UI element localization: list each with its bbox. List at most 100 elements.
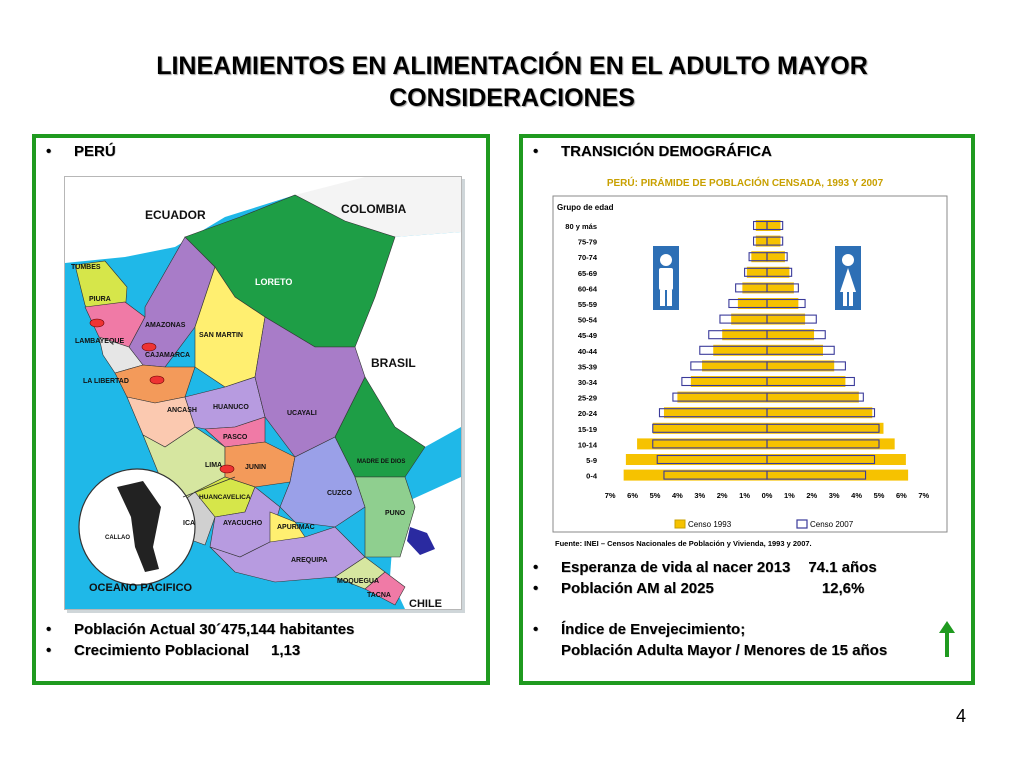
pyramid-svg: PERÚ: PIRÁMIDE DE POBLACIÓN CENSADA, 199… [552,176,948,548]
x-tick-label: 6% [627,491,638,500]
age-group-label: 25-29 [578,394,597,403]
x-tick-labels: 7% 6% 5% 4% 3% 2% 1% 0% 1% 2% 3% 4% 5% 6% 7% [605,491,930,500]
label-oceano-pacifico: OCEANO PACIFICO [89,582,193,594]
bar-2007-female [766,267,793,277]
bar-1993-female [767,344,823,356]
bar-2007-female [766,439,880,449]
title-line-1: LINEAMIENTOS EN ALIMENTACIÓN EN EL ADULT… [156,52,868,80]
male-figure-icon [653,246,679,310]
age-group-label: 15-19 [578,425,597,434]
pyramid-figures [653,246,861,310]
bar-1993-female [767,469,909,481]
bar-1993-male [722,329,767,341]
bar-2007-female [766,314,817,324]
marker-lima [219,464,235,474]
bar-1993-male [755,220,767,231]
label-junin: JUNIN [245,464,266,471]
label-ecuador: ECUADOR [145,208,206,222]
bar-1993-female [767,313,806,325]
label-ucayali: UCAYALI [287,410,317,417]
age-group-label: 55-59 [578,300,597,309]
bar-1993-female [767,220,781,231]
region-tacna [364,571,406,606]
bar-1993-female [767,438,895,450]
bar-1993-male [663,407,767,419]
label-callao: CALLAO [105,535,130,541]
callao-shape [117,481,161,572]
bar-1993-male [677,391,767,403]
esperanza-row: • Esperanza de vida al nacer 2013 74.1 año… [525,558,877,578]
bar-1993-male [731,313,767,325]
x-tick-label: 3% [829,491,840,500]
label-chile: CHILE [409,598,442,609]
bar-1993-male [713,344,767,356]
age-group-label: 75-79 [578,238,597,247]
label-ayacucho: AYACUCHO [223,520,263,527]
label-puno: PUNO [385,510,406,517]
bar-2007-female [766,283,799,293]
transicion-heading-row: • TRANSICIÓN DEMOGRÁFICA [525,142,772,162]
bar-1993-female [767,454,906,465]
label-brasil: BRASIL [371,356,416,370]
legend-label-2007: Censo 2007 [810,520,854,529]
label-cuzco: CUZCO [327,490,352,497]
marker-la-libertad [149,375,165,385]
page-number: 4 [955,706,966,726]
increase-arrow-icon [939,621,955,657]
x-tick-label: 3% [694,491,705,500]
lake-titicaca [407,527,435,555]
bar-1993-male [623,469,767,481]
label-colombia: COLOMBIA [341,202,407,216]
bar-2007-female [766,220,784,231]
bar-1993-female [767,391,859,403]
age-group-label: 20-24 [578,409,598,418]
marker-lambayeque [141,342,157,352]
x-tick-label: 4% [851,491,862,500]
age-group-label: 10-14 [578,440,598,449]
slide-title: LINEAMIENTOS EN ALIMENTACIÓN EN EL ADULT… [40,50,984,114]
bullet-dot: • [533,621,539,638]
peru-heading: PERÚ [74,143,116,160]
age-group-label: 0-4 [586,472,598,481]
brasil-land [355,232,461,447]
indice-label: Índice de Envejecimiento; [561,621,746,638]
label-lima: LIMA [205,462,222,469]
age-group-label: 80 y más [565,222,597,231]
bar-2007-female [766,330,826,340]
chart-title: PERÚ: PIRÁMIDE DE POBLACIÓN CENSADA, 199… [607,176,884,189]
bar-2007-female [766,236,784,246]
bullet-dot: • [533,580,539,597]
label-lambayeque: LAMBAYEQUE [75,338,124,345]
bar-1993-female [767,360,835,372]
bullet-dot: • [533,143,539,160]
bar-2007-female [766,252,788,262]
label-ancash: ANCASH [167,407,197,414]
x-tick-label: 1% [739,491,750,500]
peru-map-svg: ECUADOR COLOMBIA LORETO BRASIL TUMBES PI… [65,177,461,610]
label-tacna: TACNA [367,592,391,599]
poblacion-actual-label: Población Actual 30´475,144 habitantes [74,621,355,638]
peru-map: ECUADOR COLOMBIA LORETO BRASIL TUMBES PI… [64,176,462,610]
x-tick-label: 5% [650,491,661,500]
esperanza-label: Esperanza de vida al nacer 2013 [561,559,791,576]
region-arequipa [209,526,366,583]
label-pasco: PASCO [223,434,248,441]
legend-label-1993: Censo 1993 [688,520,732,529]
bar-2007-female [766,361,846,371]
bar-1993-male [746,266,767,278]
bar-2007-female [766,423,880,433]
x-tick-label: 5% [874,491,885,500]
x-tick-label: 2% [806,491,817,500]
x-tick-label: 1% [784,491,795,500]
label-san-martin: SAN MARTIN [199,332,243,339]
bar-1993-female [767,422,884,434]
age-group-labels: 80 y más 75-79 70-74 65-69 60-64 55-59 50-54 45… [565,222,598,481]
bar-1993-male [702,360,767,372]
bar-1993-male [690,376,767,387]
x-tick-label: 4% [672,491,683,500]
peru-panel: • PERÚ [32,134,490,685]
label-madre-de-dios: MADRE DE DIOS [357,459,405,465]
bar-2007-female [766,392,864,402]
marker-piura [89,318,105,328]
bar-1993-female [767,251,785,263]
